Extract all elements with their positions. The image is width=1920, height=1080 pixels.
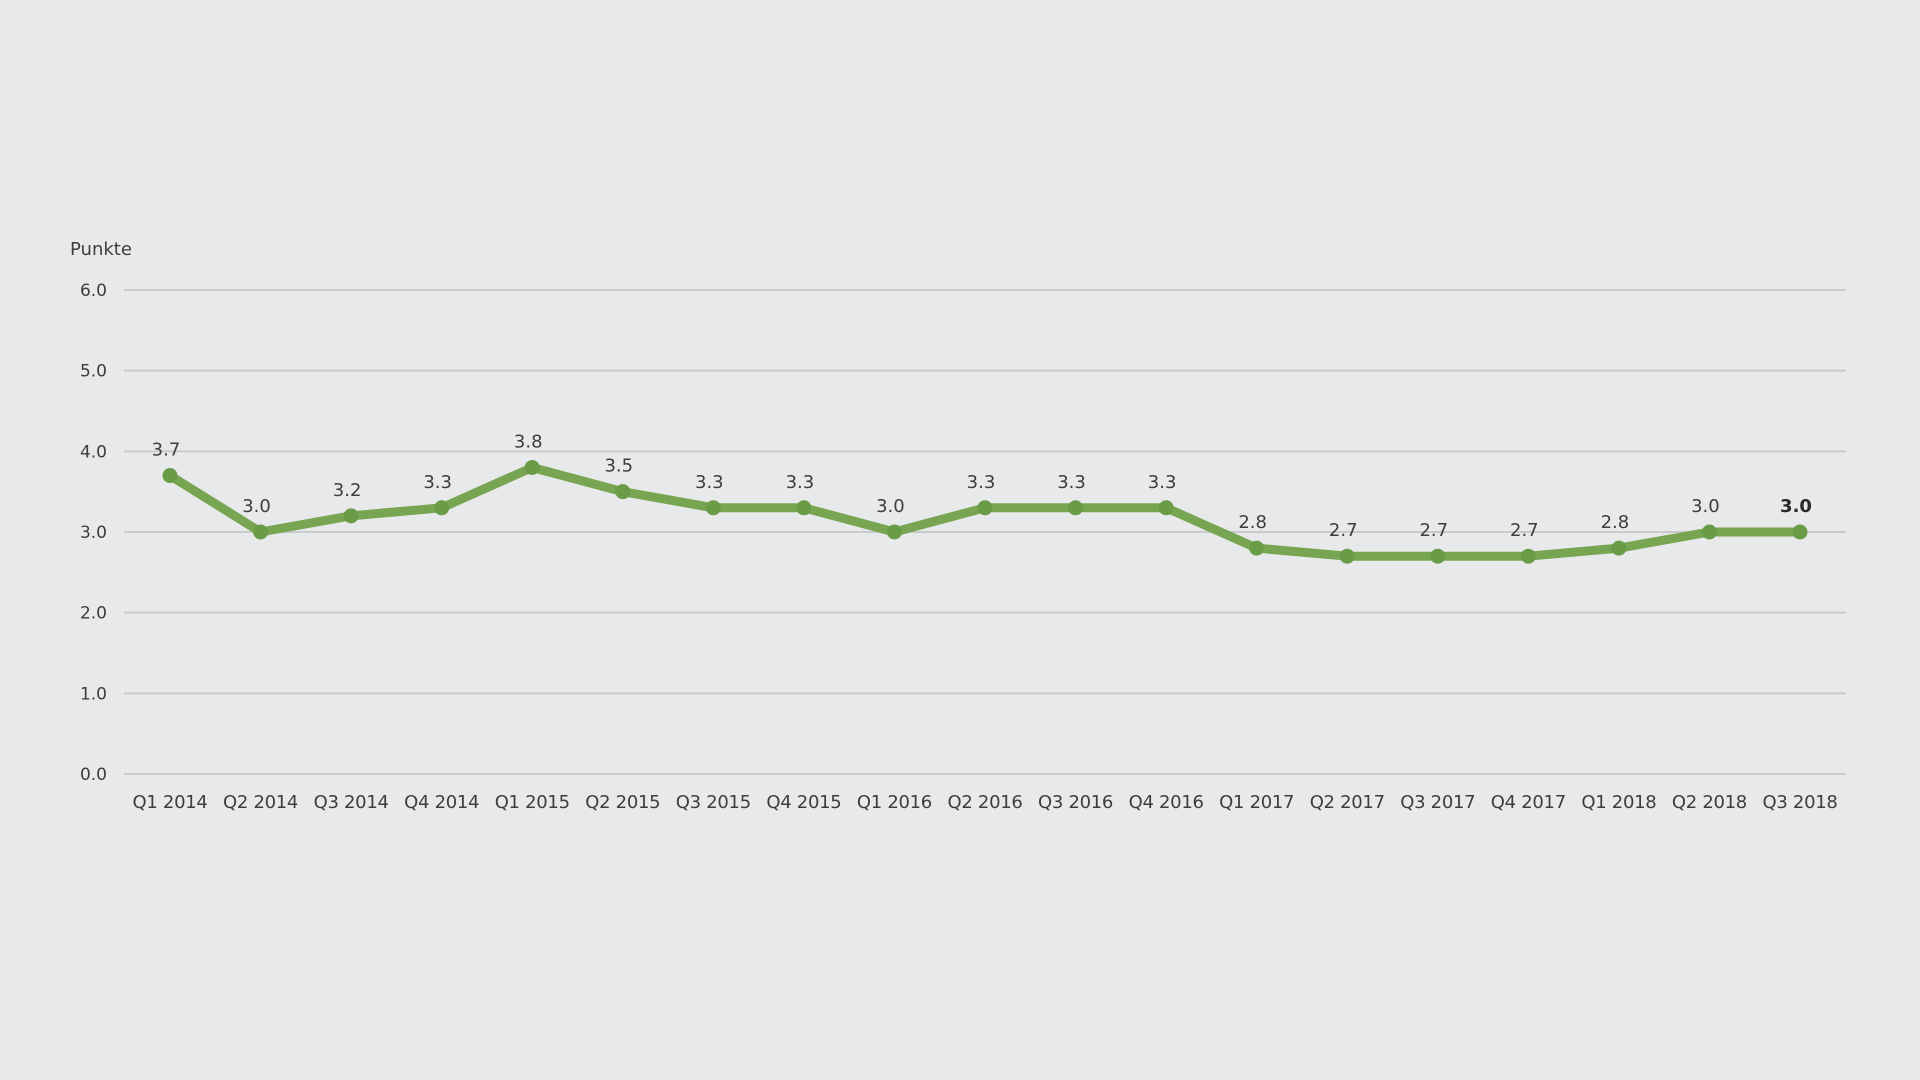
x-tick-label: Q2 2017: [1310, 792, 1385, 813]
x-tick-label: Q3 2015: [676, 792, 751, 813]
x-tick-label: Q4 2017: [1491, 792, 1566, 813]
data-point: [343, 508, 359, 524]
data-label: 3.0: [242, 496, 271, 517]
x-tick-label: Q1 2015: [495, 792, 570, 813]
data-point: [253, 524, 269, 540]
x-tick-label: Q1 2018: [1581, 792, 1656, 813]
data-label: 3.5: [604, 456, 633, 477]
x-tick-label: Q1 2017: [1219, 792, 1294, 813]
data-label: 3.3: [423, 472, 452, 493]
data-point: [886, 524, 902, 540]
data-label: 3.3: [786, 472, 815, 493]
data-label: 2.7: [1419, 520, 1448, 541]
data-point: [1611, 540, 1627, 556]
data-label: 2.8: [1601, 512, 1630, 533]
x-tick-label: Q2 2018: [1672, 792, 1747, 813]
x-tick-label: Q2 2014: [223, 792, 298, 813]
x-tick-labels: Q1 2014 Q2 2014 Q3 2014 Q4 2014 Q1 2015 Q2 20…: [132, 792, 1837, 813]
data-points: [162, 459, 1808, 564]
y-tick-label: 0.0: [80, 765, 107, 785]
data-point: [524, 459, 540, 475]
y-tick-label: 3.0: [80, 523, 107, 543]
gridlines: [124, 289, 1846, 775]
y-tick-labels: 0.0 1.0 2.0 3.0 4.0 5.0 6.0: [80, 281, 107, 785]
data-point: [1158, 500, 1174, 516]
y-tick-label: 5.0: [80, 362, 107, 382]
x-tick-label: Q3 2018: [1762, 792, 1837, 813]
x-tick-label: Q3 2014: [314, 792, 389, 813]
x-tick-label: Q4 2016: [1129, 792, 1204, 813]
x-tick-label: Q1 2016: [857, 792, 932, 813]
x-tick-label: Q2 2016: [947, 792, 1022, 813]
data-label: 3.0: [1691, 496, 1720, 517]
y-tick-label: 1.0: [80, 684, 107, 704]
data-label: 3.0: [876, 496, 905, 517]
data-point: [1249, 540, 1265, 556]
data-point: [162, 468, 178, 484]
x-tick-label: Q1 2014: [132, 792, 207, 813]
data-point: [1339, 548, 1355, 564]
data-label: 3.3: [1057, 472, 1086, 493]
data-label: 3.0: [1780, 496, 1812, 517]
data-point: [1430, 548, 1446, 564]
y-tick-label: 6.0: [80, 281, 107, 301]
data-label: 3.3: [695, 472, 724, 493]
y-tick-label: 2.0: [80, 604, 107, 624]
data-label: 3.8: [514, 431, 543, 452]
data-label: 2.7: [1329, 520, 1358, 541]
data-labels: 3.7 3.0 3.2 3.3 3.8 3.5 3.3 3.3 3.0 3.3 3.3 3.3 2.8 2…: [152, 431, 1812, 541]
data-point: [1701, 524, 1717, 540]
data-point: [434, 500, 450, 516]
data-point: [705, 500, 721, 516]
x-tick-label: Q2 2015: [585, 792, 660, 813]
data-point: [1068, 500, 1084, 516]
x-tick-label: Q4 2015: [766, 792, 841, 813]
data-label: 3.2: [333, 480, 362, 501]
data-point: [615, 484, 631, 500]
data-label: 3.3: [967, 472, 996, 493]
data-point: [977, 500, 993, 516]
data-label: 3.7: [152, 440, 181, 461]
data-label: 2.8: [1238, 512, 1267, 533]
data-point: [1792, 524, 1808, 540]
x-tick-label: Q3 2016: [1038, 792, 1113, 813]
data-label: 3.3: [1148, 472, 1177, 493]
data-label: 2.7: [1510, 520, 1539, 541]
x-tick-label: Q3 2017: [1400, 792, 1475, 813]
y-tick-label: 4.0: [80, 442, 107, 462]
data-point: [1520, 548, 1536, 564]
y-axis-title: Punkte: [70, 239, 132, 260]
data-point: [796, 500, 812, 516]
x-tick-label: Q4 2014: [404, 792, 479, 813]
